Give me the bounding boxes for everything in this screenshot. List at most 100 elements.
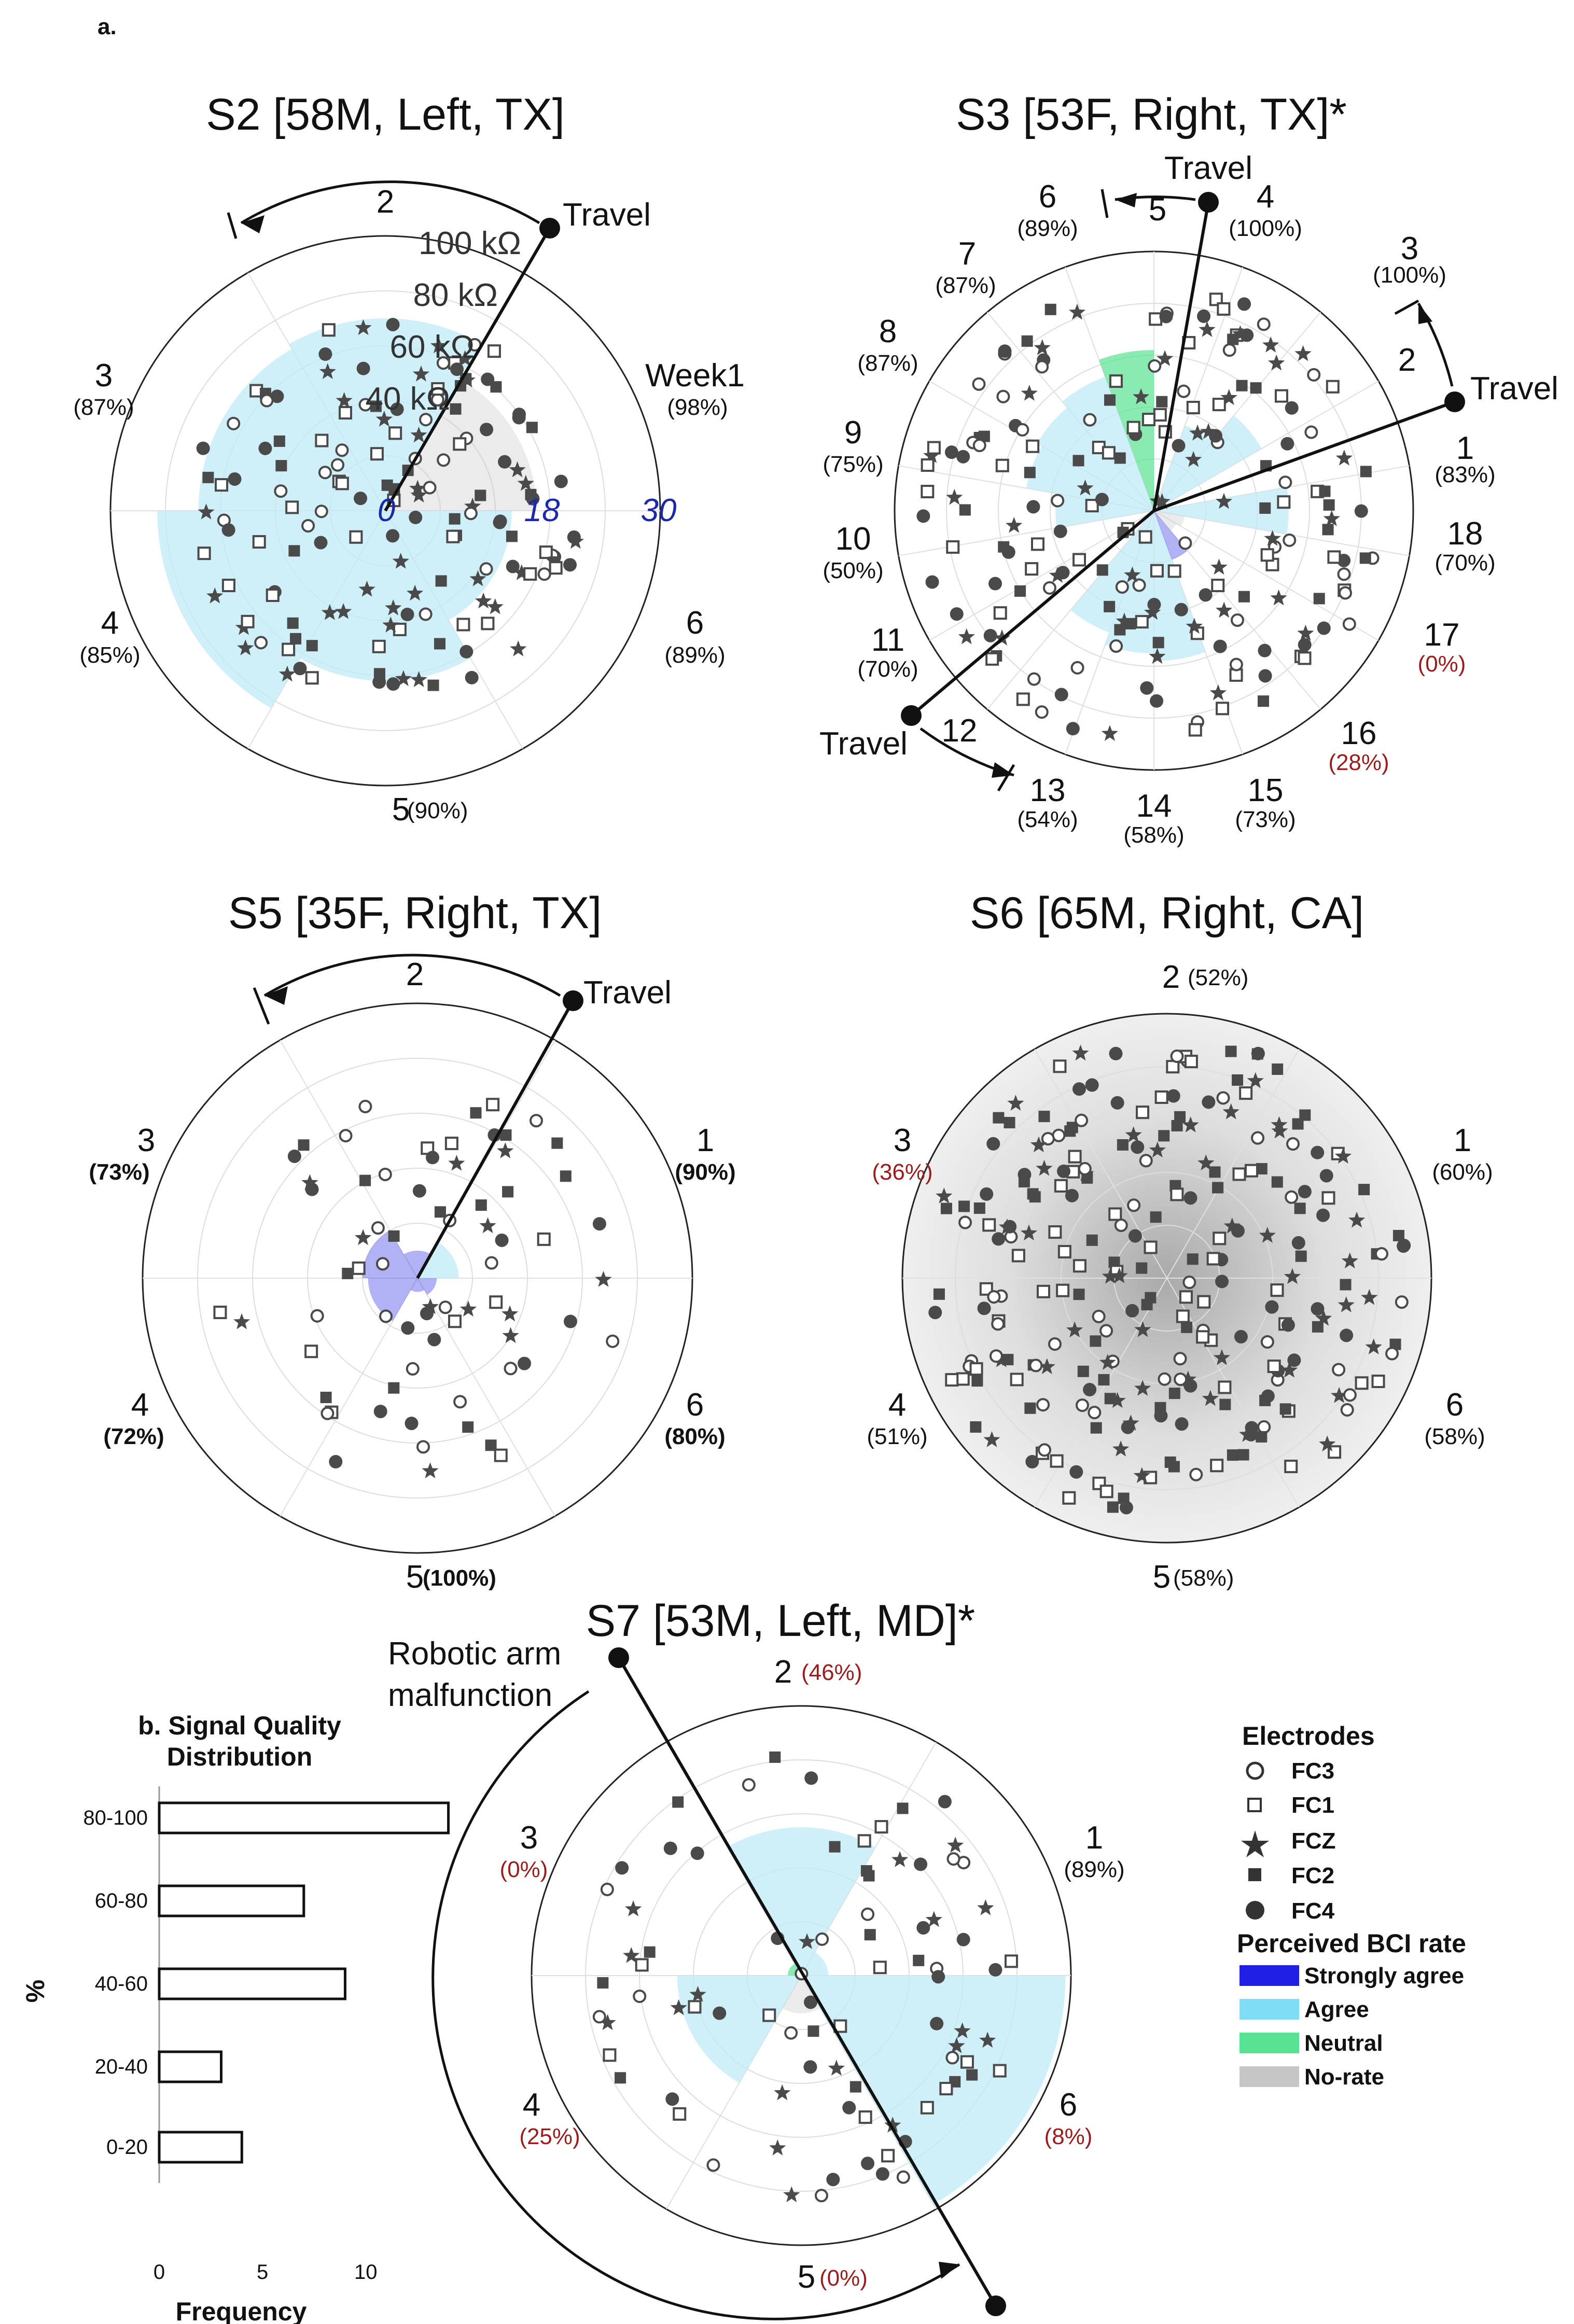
data-point-filled-circle	[270, 389, 284, 403]
data-point-star	[979, 2032, 996, 2048]
data-point-star	[1197, 1154, 1215, 1171]
data-point-filled-square	[1299, 1109, 1311, 1121]
data-point-filled-square	[849, 2081, 861, 2093]
data-point-open-circle	[335, 443, 349, 457]
data-point-open-square	[349, 530, 363, 544]
svg-text:Agree: Agree	[1304, 1997, 1369, 2022]
star-icon	[1241, 1830, 1269, 1857]
data-point-star	[1133, 388, 1150, 404]
data-point-filled-circle	[992, 1232, 1006, 1246]
data-point-open-square	[1211, 579, 1225, 593]
data-point-star	[925, 1911, 942, 1927]
sector-label-14: 14(58%)	[1123, 788, 1184, 848]
data-point-open-square	[635, 1958, 649, 1972]
data-point-star	[1133, 1467, 1150, 1483]
sector-wedge-agree	[417, 1242, 459, 1278]
data-point-star	[1262, 336, 1279, 353]
travel-label-1: Travel	[1164, 150, 1252, 186]
data-point-open-square	[523, 567, 537, 581]
svg-text:(46%): (46%)	[801, 1660, 862, 1685]
data-point-open-circle	[1035, 705, 1049, 719]
sector-label-5: 5(100%)	[406, 1559, 496, 1595]
data-point-filled-square	[864, 1929, 876, 1941]
data-point-open-circle	[1189, 1467, 1203, 1481]
grid-spoke	[1034, 1278, 1167, 1508]
arrow-head	[264, 986, 288, 1005]
svg-text:2: 2	[406, 957, 424, 992]
sector-label-6: 6 (89%)	[664, 605, 725, 668]
data-point-filled-circle	[931, 1970, 945, 1984]
sector-label-15: 15(73%)	[1235, 773, 1296, 832]
data-point-open-circle	[1158, 1372, 1172, 1386]
grid-spoke	[417, 1278, 555, 1517]
data-point-filled-square	[1014, 585, 1026, 597]
data-point-open-square	[956, 1372, 970, 1386]
data-point-open-square	[1167, 564, 1181, 578]
data-point-star	[406, 584, 424, 601]
sector-label-4: 4(100%)	[1229, 179, 1302, 241]
data-point-open-square	[213, 1306, 227, 1320]
travel-label: Travel	[583, 975, 672, 1011]
data-point-star	[301, 1174, 318, 1191]
data-point-open-square	[388, 426, 402, 440]
data-point-filled-square	[290, 633, 302, 645]
svg-text:(52%): (52%)	[1188, 965, 1248, 990]
sector-label-2: 2 (52%)	[1162, 959, 1249, 995]
chart-title: S6 [65M, Right, CA]	[970, 888, 1364, 938]
svg-text:(73%): (73%)	[1235, 807, 1296, 832]
data-point-filled-square	[973, 1202, 985, 1214]
data-point-star	[198, 503, 215, 520]
data-point-star	[335, 603, 352, 619]
data-point-open-square	[487, 344, 501, 358]
data-point-open-square	[1298, 651, 1312, 665]
data-point-open-circle	[1343, 1388, 1357, 1402]
data-point-filled-circle	[980, 1187, 994, 1201]
svg-text:(87%): (87%)	[935, 273, 996, 298]
data-point-filled-circle	[1065, 1188, 1079, 1202]
data-point-open-square	[1179, 1290, 1193, 1304]
data-point-open-square	[993, 2064, 1007, 2078]
data-point-filled-square	[1117, 1139, 1129, 1151]
data-point-open-square	[252, 535, 266, 549]
data-point-filled-circle	[1291, 1236, 1305, 1250]
data-point-open-square	[1216, 702, 1230, 716]
data-point-filled-square	[1295, 1250, 1307, 1262]
radial-label-30: 30	[641, 493, 677, 528]
data-point-open-circle	[896, 2170, 910, 2184]
polar-chart-s7: S7 [53M, Left, MD]* Robotic arm malfunct…	[388, 1596, 1125, 2321]
data-point-star	[1182, 1116, 1199, 1132]
data-point-star	[395, 670, 412, 687]
sector-label-4: 4(51%)	[867, 1387, 927, 1449]
data-point-star	[1149, 648, 1166, 664]
chart-title: S3 [53F, Right, TX]*	[956, 90, 1347, 139]
data-point-filled-circle	[1003, 1220, 1017, 1234]
sector-wedge-no-rate	[1154, 511, 1185, 526]
data-point-star	[1294, 345, 1312, 361]
data-point-open-square	[1206, 1252, 1220, 1266]
data-point-open-circle	[606, 1334, 620, 1348]
sector-label-3: 3(36%)	[872, 1123, 932, 1185]
data-point-star	[1334, 1147, 1352, 1164]
sector-label-9: 9(75%)	[823, 415, 883, 477]
data-point-star	[1264, 530, 1281, 546]
data-point-filled-square	[1219, 1398, 1231, 1410]
arrow-head-1	[1115, 193, 1137, 207]
data-point-filled-circle	[1095, 493, 1109, 507]
legend: Electrodes FC3 FC1 FCZ FC2 FC4 Perceived…	[1237, 1721, 1466, 2090]
svg-text:5: 5	[1149, 192, 1166, 228]
sector-label-6: 6(58%)	[1424, 1387, 1485, 1449]
data-point-open-square	[339, 406, 353, 420]
data-point-open-circle	[274, 484, 288, 498]
data-point-filled-circle	[842, 2101, 856, 2115]
svg-text:9: 9	[844, 415, 862, 451]
data-point-filled-circle	[1125, 1304, 1139, 1318]
data-point-filled-square	[1392, 1229, 1404, 1241]
data-point-filled-circle	[1175, 1417, 1189, 1431]
data-point-open-square	[372, 639, 386, 653]
data-point-open-square	[1138, 530, 1152, 544]
data-point-open-circle	[358, 1100, 372, 1114]
bar-category-label: 60-80	[95, 1889, 148, 1912]
data-point-filled-square	[1098, 1374, 1110, 1385]
sector-label-17: 17(0%)	[1418, 617, 1466, 677]
